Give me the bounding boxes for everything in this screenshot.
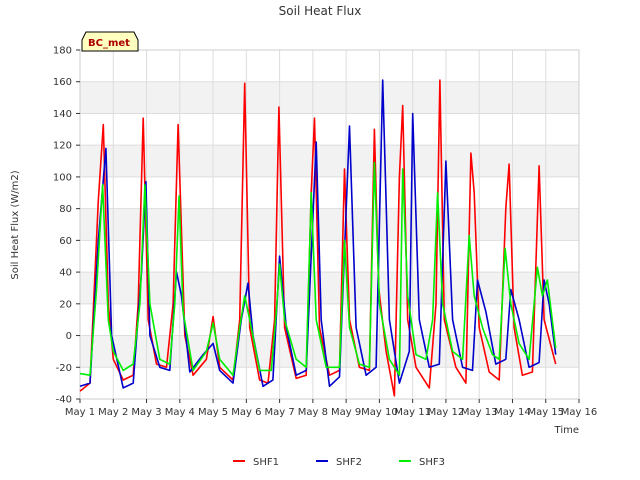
x-tick-label: May 2 — [98, 407, 128, 418]
y-tick-label: 120 — [53, 141, 72, 152]
x-tick-label: May 4 — [165, 407, 195, 418]
y-tick-label: 100 — [53, 172, 72, 183]
x-tick-label: May 13 — [461, 407, 498, 418]
chart-title: Soil Heat Flux — [279, 4, 362, 18]
series-line-shf3 — [79, 161, 557, 376]
y-tick-label: 80 — [59, 204, 72, 215]
y-tick-label: 160 — [53, 77, 72, 88]
y-tick-label: 140 — [53, 109, 72, 120]
x-tick-label: May 5 — [198, 407, 228, 418]
x-tick-label: May 1 — [65, 407, 95, 418]
x-tick-label: May 8 — [298, 407, 328, 418]
y-tick-label: 60 — [59, 236, 72, 247]
legend-label-shf1: SHF1 — [253, 457, 279, 468]
plot-frame — [79, 49, 580, 400]
grid-band — [80, 272, 579, 304]
y-tick-label: -40 — [56, 395, 72, 406]
y-tick-label: 180 — [53, 46, 72, 57]
x-tick-label: May 15 — [527, 407, 564, 418]
legend-label-shf2: SHF2 — [336, 457, 362, 468]
site-badge: BC_met — [81, 31, 139, 52]
series-layer — [79, 79, 557, 397]
y-axis-ticks: -40 -20 0 20 40 60 80 100 120 140 160 180 — [53, 46, 80, 406]
badge-label: BC_met — [88, 38, 130, 49]
x-tick-label: May 10 — [361, 407, 398, 418]
legend: SHF1 SHF2 SHF3 — [233, 457, 445, 468]
x-tick-label: May 11 — [394, 407, 431, 418]
series-line-shf2 — [79, 79, 557, 389]
legend-label-shf3: SHF3 — [419, 457, 445, 468]
grid-band — [80, 145, 579, 177]
x-tick-label: May 3 — [131, 407, 161, 418]
grid-band — [80, 208, 579, 241]
x-tick-label: May 9 — [331, 407, 361, 418]
grid-band — [80, 81, 579, 114]
x-axis-title: Time — [554, 425, 579, 436]
x-tick-label: May 16 — [561, 407, 598, 418]
x-tick-label: May 7 — [264, 407, 294, 418]
badge-box — [81, 31, 139, 52]
x-tick-label: May 14 — [494, 407, 531, 418]
y-axis-title: Soil Heat Flux (W/m2) — [10, 170, 21, 279]
background-bands — [80, 81, 579, 368]
x-axis-ticks: May 1 May 2 May 3 May 4 May 5 May 6 May 7 May 8… — [65, 399, 597, 418]
y-tick-label: 0 — [66, 331, 72, 342]
y-tick-label: -20 — [56, 363, 72, 374]
y-tick-label: 20 — [59, 299, 72, 310]
x-tick-label: May 6 — [231, 407, 261, 418]
y-tick-label: 40 — [59, 268, 72, 279]
x-tick-label: May 12 — [428, 407, 465, 418]
